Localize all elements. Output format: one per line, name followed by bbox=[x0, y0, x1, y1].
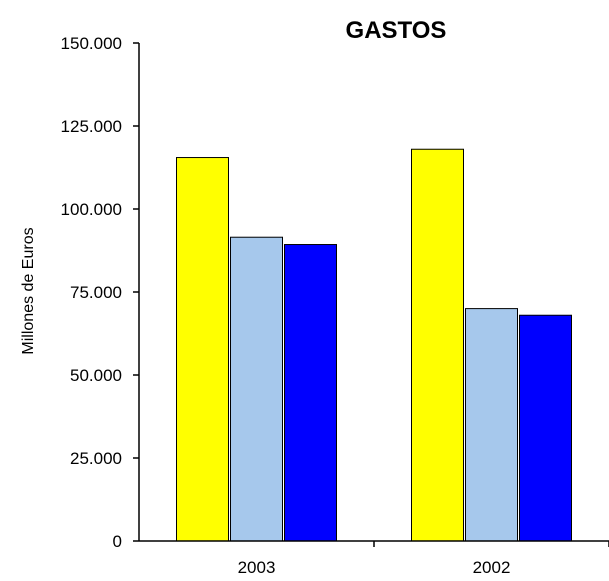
bar-2002-series-1 bbox=[411, 148, 464, 542]
y-tick-label: 100.000 bbox=[61, 200, 122, 219]
y-tick-label: 75.000 bbox=[70, 283, 122, 302]
x-tick-label: 2003 bbox=[238, 558, 276, 577]
bars-group bbox=[176, 148, 572, 542]
chart-title: GASTOS bbox=[346, 17, 447, 44]
y-axis-label: Millones de Euros bbox=[20, 227, 37, 354]
y-ticks-group: 0 25.000 50.000 75.000 100.000 125.000 150.000 bbox=[61, 34, 139, 551]
bar-2003-series-2 bbox=[230, 236, 283, 542]
bar-2003-series-1 bbox=[176, 157, 229, 542]
y-tick-label: 0 bbox=[113, 532, 122, 551]
y-tick-label: 150.000 bbox=[61, 34, 122, 53]
bar-2002-series-2 bbox=[465, 308, 518, 542]
x-ticks-group: 2003 2002 bbox=[238, 541, 609, 577]
y-tick-label: 125.000 bbox=[61, 117, 122, 136]
bar-2003-series-3 bbox=[284, 244, 337, 542]
y-tick-label: 50.000 bbox=[70, 366, 122, 385]
y-tick-label: 25.000 bbox=[70, 449, 122, 468]
bar-2002-series-3 bbox=[519, 314, 572, 542]
x-tick-label: 2002 bbox=[473, 558, 511, 577]
